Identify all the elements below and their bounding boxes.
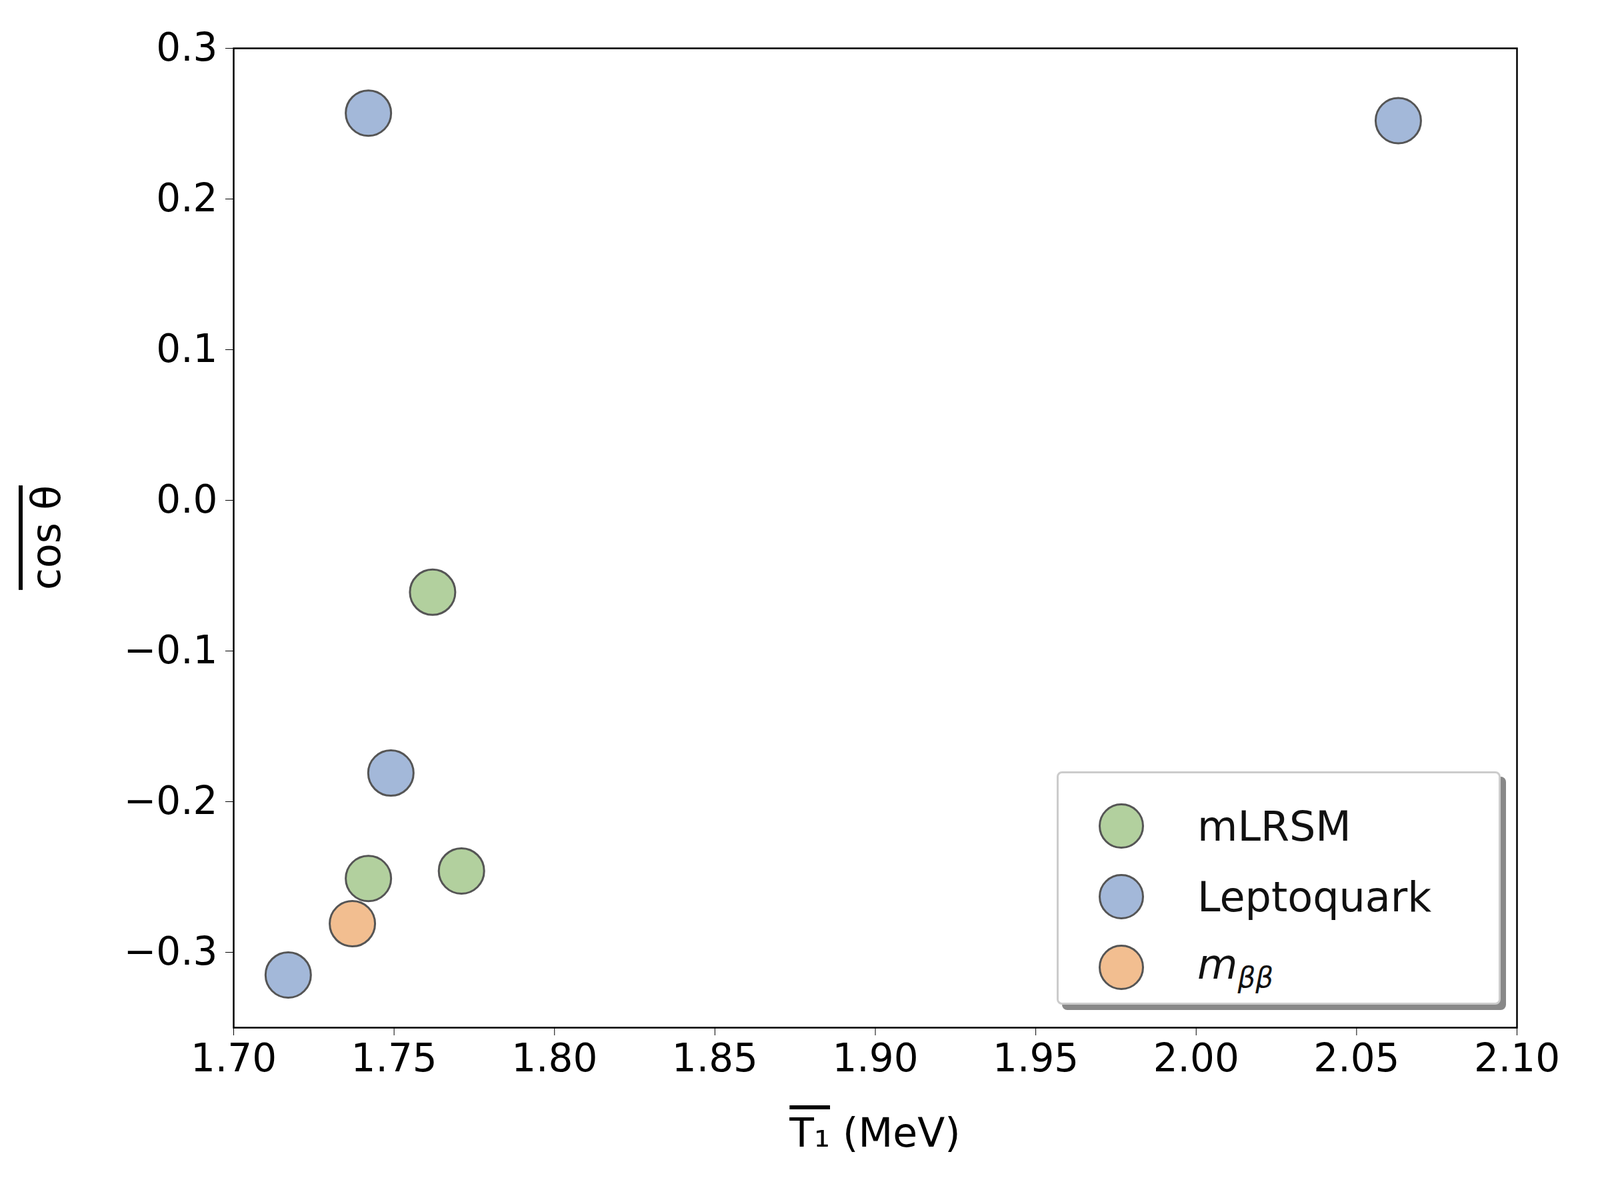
html-text:mββ: mββ	[1197, 940, 1274, 995]
svg-text:0.3: 0.3	[156, 24, 218, 70]
svg-text:T₁ (MeV): T₁ (MeV)	[788, 1109, 960, 1156]
svg-text:1.90: 1.90	[832, 1035, 918, 1081]
html-text:mLRSM: mLRSM	[1197, 801, 1352, 851]
svg-text:2.00: 2.00	[1153, 1035, 1240, 1081]
svg-text:cos θ: cos θ	[22, 485, 70, 590]
svg-text:−0.1: −0.1	[124, 627, 218, 673]
svg-text:−0.2: −0.2	[124, 778, 218, 824]
svg-text:1.75: 1.75	[351, 1035, 438, 1081]
svg-text:0.1: 0.1	[156, 326, 218, 372]
svg-text:2.10: 2.10	[1474, 1035, 1560, 1081]
html-text:Leptoquark: Leptoquark	[1197, 872, 1432, 921]
svg-text:2.05: 2.05	[1313, 1035, 1400, 1081]
svg-text:1.95: 1.95	[992, 1035, 1079, 1081]
svg-text:1.85: 1.85	[672, 1035, 758, 1081]
svg-text:0.2: 0.2	[156, 175, 218, 221]
svg-text:−0.3: −0.3	[124, 928, 218, 974]
svg-text:1.80: 1.80	[511, 1035, 598, 1081]
svg-text:0.0: 0.0	[156, 476, 218, 522]
svg-text:1.70: 1.70	[190, 1035, 277, 1081]
